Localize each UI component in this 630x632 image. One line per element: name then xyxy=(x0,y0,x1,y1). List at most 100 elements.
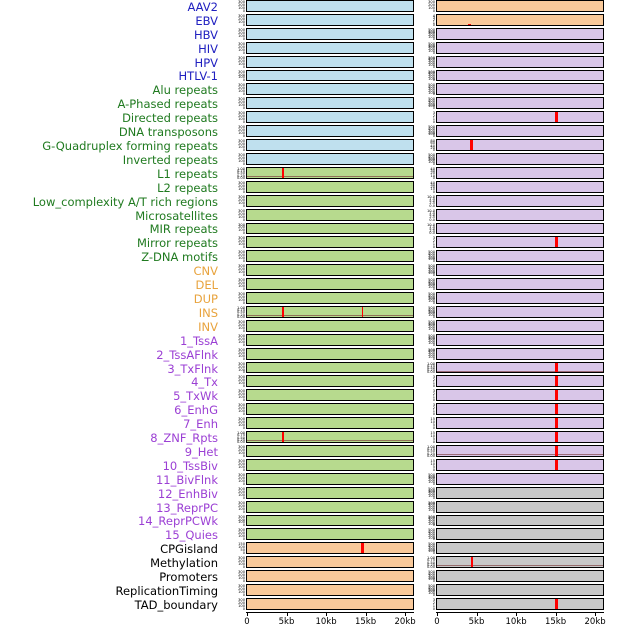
row-panels: 300 200 100 0 1.00 0.75 0.50 0.25 0.00 xyxy=(224,556,604,570)
y-axis-ticks: 300 200 100 0 xyxy=(224,501,246,515)
y-axis-ticks: 300 200 100 0 xyxy=(224,153,246,167)
data-mark xyxy=(555,459,558,470)
baseline xyxy=(247,175,413,177)
y-tick-label: 0.25 xyxy=(236,173,245,178)
y-tick-label: 400 xyxy=(428,99,435,104)
y-tick-label: 1.00 xyxy=(426,445,435,449)
y-tick-label: 0.50 xyxy=(426,560,435,565)
y-tick-label: 20 xyxy=(430,171,435,176)
y-tick-label: 0 xyxy=(432,106,435,111)
row-panels: 300 200 100 0 500 400 300 200 100 0 xyxy=(224,472,604,487)
y-tick-label: 400 xyxy=(428,252,435,257)
y-tick-label: 100 xyxy=(238,117,245,122)
y-axis-ticks: 300 200 100 0 xyxy=(224,362,246,376)
y-tick-label: 300 xyxy=(238,445,245,449)
y-tick-label: 0.50 xyxy=(426,449,435,454)
y-tick-label: 200 xyxy=(238,447,245,452)
row-panels: 300 200 100 0 500 400 300 200 100 0 xyxy=(224,55,604,70)
row-panels: 1.00 0.75 0.50 0.25 0.00 40 30 20 10 0 xyxy=(224,166,604,181)
y-tick-label: 200 xyxy=(238,600,245,605)
y-tick-label: 200 xyxy=(238,559,245,564)
y-axis-ticks: 500 400 300 200 100 0 xyxy=(414,334,436,348)
y-tick-label: 0 xyxy=(432,328,435,333)
track-row: 13_ReprPC 300 200 100 0 500 400 300 200 100 0 xyxy=(0,500,630,515)
row-panels: 300 200 100 0 3 2 1 0 xyxy=(224,389,604,403)
y-tick-label: 300 xyxy=(238,236,245,241)
y-tick-label: 0 xyxy=(242,8,245,13)
y-tick-label: 0.25 xyxy=(426,368,435,373)
track-row: AAV2 300 200 100 0 300 200 100 0 xyxy=(0,0,630,14)
y-tick-label: 100 xyxy=(428,591,435,596)
track-right xyxy=(436,584,604,596)
row-label: 12_EnhBiv xyxy=(157,486,218,501)
y-tick-label: 0 xyxy=(432,300,435,305)
track-left xyxy=(246,166,414,179)
track-right xyxy=(436,500,604,513)
y-tick-label: 100 xyxy=(238,450,245,455)
y-tick-label: 1 xyxy=(432,395,435,400)
track-right xyxy=(436,486,604,499)
track-left xyxy=(246,486,414,499)
y-tick-label: 400 xyxy=(428,71,435,76)
row-panels: 150 100 50 0 500 400 300 200 100 0 xyxy=(224,542,604,556)
track-row: Promoters 300 200 100 0 500 400 300 200 100 0 xyxy=(0,570,630,584)
y-tick-label: 200 xyxy=(428,255,435,260)
y-tick-label: 15 xyxy=(430,417,435,422)
y-tick-label: 100 xyxy=(428,577,435,582)
data-mark xyxy=(555,418,558,429)
y-tick-label: 300 xyxy=(428,337,435,342)
y-tick-label: 1.00 xyxy=(236,305,245,310)
y-tick-label: 1 xyxy=(432,409,435,414)
y-axis-ticks: 500 400 300 200 100 0 xyxy=(414,320,436,334)
y-tick-label: 300 xyxy=(428,573,435,578)
y-axis-ticks: 10.0 7.5 5.0 2.5 0.0 xyxy=(414,223,436,237)
track-right xyxy=(436,514,604,527)
track-row: Methylation 300 200 100 0 1.00 0.75 0.50 0.25 0.0… xyxy=(0,556,630,570)
y-tick-label: 200 xyxy=(428,339,435,344)
track-right xyxy=(436,556,604,569)
y-tick-label: 0.25 xyxy=(426,451,435,456)
row-panels: 300 200 100 0 500 400 300 200 100 0 xyxy=(224,319,604,334)
y-tick-label: 100 xyxy=(238,131,245,136)
y-tick-label: 100 xyxy=(238,33,245,38)
y-tick-label: 200 xyxy=(238,364,245,369)
y-tick-label: 200 xyxy=(238,44,245,49)
row-label: 7_Enh xyxy=(183,417,218,432)
y-tick-label: 300 xyxy=(238,152,245,157)
axis-tick-label: 0 xyxy=(244,616,250,627)
track-left xyxy=(246,152,414,165)
y-tick-label: 60 xyxy=(430,141,435,146)
y-tick-label: 400 xyxy=(428,502,435,507)
track-row: DUP 300 200 100 0 500 400 300 200 100 0 xyxy=(0,292,630,306)
y-axis-ticks: 1.00 0.75 0.50 0.25 0.00 xyxy=(414,445,436,459)
y-tick-label: 300 xyxy=(428,587,435,592)
y-tick-label: 100 xyxy=(238,367,245,372)
track-left xyxy=(246,97,414,110)
x-axis-left: 0 5kb 10kb 15kb 20kb xyxy=(224,611,416,632)
row-panels: 300 200 100 0 15 10 5 0 xyxy=(224,417,604,431)
track-left xyxy=(246,458,414,471)
y-tick-label: 100 xyxy=(428,479,435,484)
row-label: 5_TxWk xyxy=(173,389,218,404)
y-tick-label: 0 xyxy=(432,8,435,13)
y-tick-label: 0 xyxy=(432,175,435,180)
y-tick-label: 500 xyxy=(428,125,435,130)
y-tick-label: 200 xyxy=(238,587,245,592)
row-panels: 300 200 100 0 500 400 300 200 100 0 xyxy=(224,500,604,515)
y-tick-label: 500 xyxy=(428,584,435,589)
y-axis-ticks: 300 200 100 0 xyxy=(224,375,246,389)
y-tick-label: 300 xyxy=(238,125,245,130)
y-tick-label: 0 xyxy=(242,273,245,278)
row-panels: 300 200 100 0 500 400 300 200 100 0 xyxy=(224,514,604,529)
y-tick-label: 100 xyxy=(428,5,435,10)
axis-tick xyxy=(595,611,597,616)
y-tick-label: 200 xyxy=(428,2,435,7)
y-tick-label: 0 xyxy=(432,398,435,403)
y-axis-ticks: 500 400 300 200 100 0 xyxy=(414,97,436,111)
y-tick-label: 300 xyxy=(428,490,435,495)
track-row: G-Quadruplex forming repeats 300 200 100 0 80… xyxy=(0,139,630,153)
row-panels: 300 200 100 0 500 400 300 200 100 0 xyxy=(224,264,604,278)
y-tick-label: 0 xyxy=(242,36,245,41)
row-panels: 300 200 100 0 500 400 300 200 100 0 xyxy=(224,250,604,264)
row-panels: 300 200 100 0 15 10 5 0 xyxy=(224,458,604,473)
